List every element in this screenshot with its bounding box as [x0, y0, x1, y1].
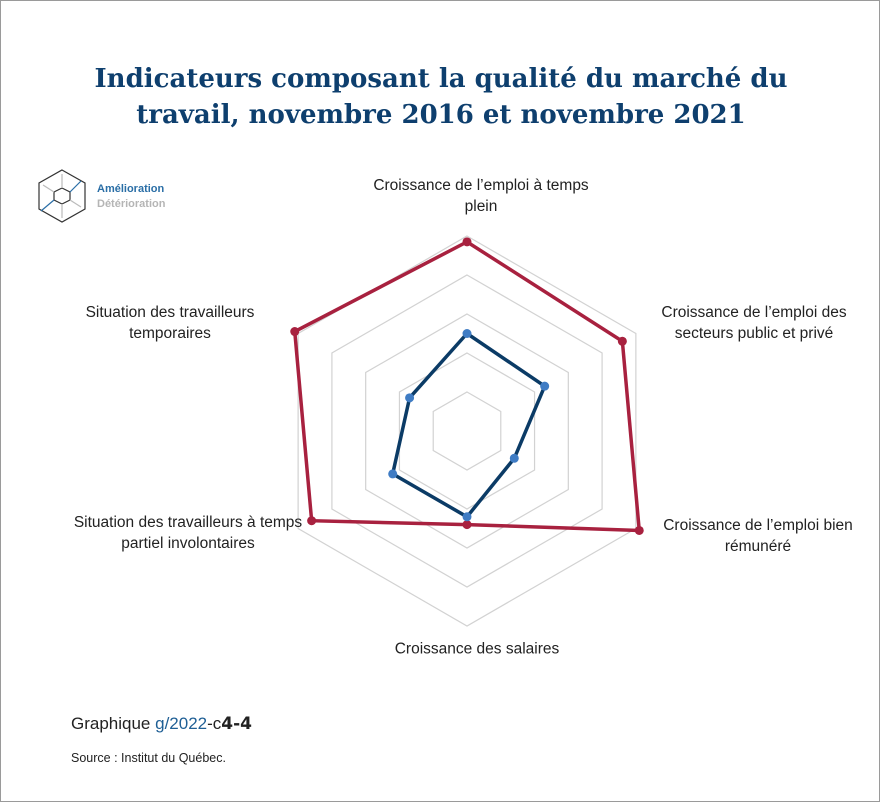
- data-point: [388, 469, 398, 479]
- figure-label: Graphique g/2022-c4-4: [71, 714, 252, 734]
- data-point: [462, 329, 472, 338]
- figure-code: g/2022: [155, 714, 208, 733]
- axis-label: Situation des travailleurs à temps parti…: [73, 514, 303, 552]
- axis-label: Croissance de l’emploi des secteurs publ…: [661, 304, 847, 342]
- legend-icon: [38, 169, 86, 223]
- grid-ring: [331, 274, 603, 588]
- legend-improve: Amélioration: [97, 183, 165, 195]
- grid-ring: [398, 352, 536, 510]
- source: Source : Institut du Québec.: [71, 751, 226, 765]
- figure-num: 4-4: [221, 714, 253, 734]
- data-point: [509, 453, 519, 463]
- series-line: [390, 331, 547, 520]
- axis-label: Croissance des salaires: [394, 640, 560, 658]
- legend-worsen: Détérioration: [97, 198, 166, 210]
- grid-ring: [432, 391, 502, 471]
- axis-label: Croissance de l’emploi bien rémunéré: [663, 517, 853, 555]
- series-line: [292, 239, 642, 533]
- chart-title: Indicateurs composant la qualité du marc…: [94, 64, 788, 130]
- data-point: [634, 525, 644, 535]
- data-point: [307, 516, 317, 526]
- data-point: [617, 336, 627, 346]
- grid-ring: [297, 235, 637, 627]
- figure-sep: -c: [207, 714, 222, 733]
- data-point: [405, 393, 415, 403]
- grid-ring: [365, 313, 569, 549]
- data-point: [290, 327, 300, 337]
- data-point: [462, 237, 472, 247]
- data-point: [540, 381, 550, 391]
- axis-label: Croissance de l’emploi à temps plein: [373, 177, 589, 215]
- data-point: [462, 520, 472, 530]
- figure-prefix: Graphique: [71, 714, 151, 733]
- axis-label: Situation des travailleurs temporaires: [85, 304, 255, 342]
- data-point: [462, 512, 472, 522]
